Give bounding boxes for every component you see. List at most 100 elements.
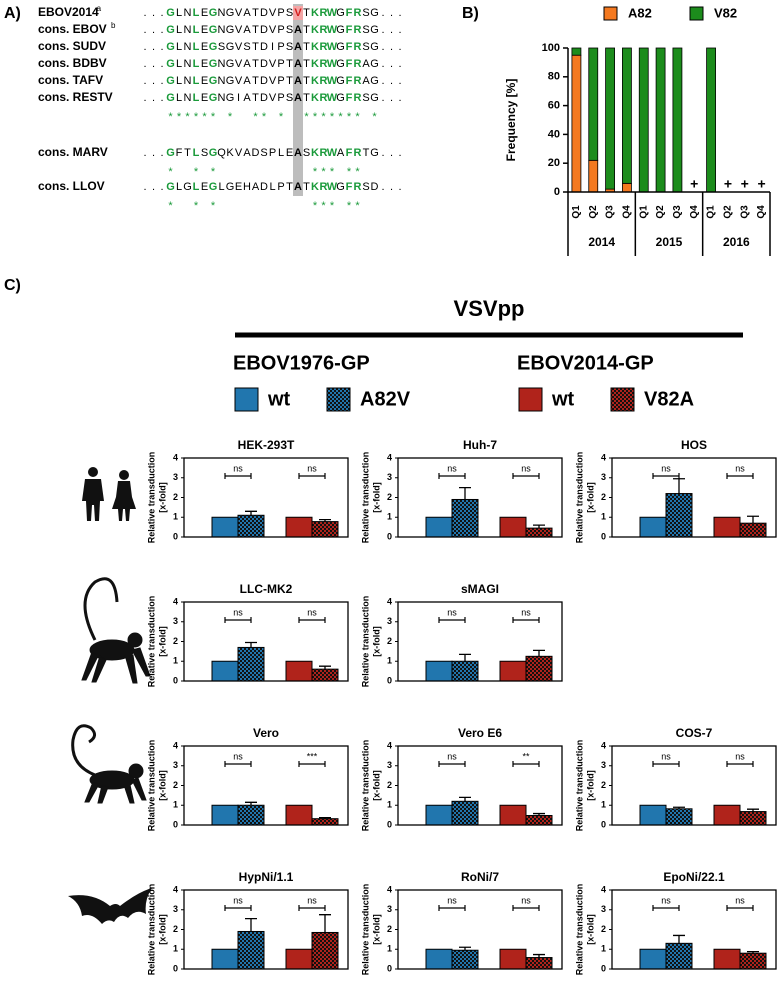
significance-label: ns [735, 463, 745, 473]
group-label: 2015 [656, 235, 683, 249]
error-bar [747, 515, 759, 524]
y-tick-label: 1 [387, 656, 392, 666]
bar [285, 516, 313, 538]
human-icon [82, 467, 136, 521]
significance-bracket [438, 905, 466, 911]
bar [713, 804, 741, 826]
x-tick-label: Q1 [571, 205, 582, 219]
significance-label: ns [661, 463, 671, 473]
bar [237, 804, 265, 826]
bar [713, 516, 741, 538]
legend-label: wt [551, 388, 575, 410]
significance-label: ns [307, 895, 317, 905]
y-tick-label: 20 [548, 157, 560, 169]
error-bar [319, 817, 331, 819]
bar [639, 804, 667, 826]
bar [499, 804, 527, 826]
error-bar [459, 796, 471, 802]
x-tick-label: Q1 [706, 205, 717, 219]
bar [639, 948, 667, 970]
plot-frame [183, 889, 349, 970]
y-tick-label: 0 [601, 819, 606, 829]
y-tick-label: 2 [173, 924, 178, 934]
y-tick-label: 2 [601, 924, 606, 934]
bar [211, 948, 239, 970]
bar [665, 808, 693, 826]
highlight-column [293, 4, 303, 196]
chart-title: HypNi/1.1 [239, 870, 294, 884]
bar-segment [622, 47, 632, 184]
significance-bracket [726, 761, 754, 767]
significance-label: ns [521, 895, 531, 905]
y-tick-label: 3 [387, 616, 392, 626]
significance-bracket [298, 761, 326, 767]
sequence: ... GLNLEGNGVATDVPTATKRWGFRAG... [143, 58, 401, 70]
bar [739, 522, 767, 538]
y-tick-label: 4 [173, 596, 178, 606]
bar [237, 514, 265, 538]
bar-segment [571, 54, 582, 193]
monkey-icon [81, 577, 151, 684]
y-tick-label: 2 [387, 924, 392, 934]
sequence-name: cons. SUDV [38, 39, 106, 53]
y-tick-label: 3 [601, 472, 606, 482]
y-tick-label: 4 [601, 452, 606, 462]
bar [451, 949, 479, 970]
y-tick-label: 3 [173, 472, 178, 482]
y-axis-label: Frequency [%] [504, 79, 518, 162]
bar-segment [605, 47, 615, 190]
y-tick-label: 1 [387, 800, 392, 810]
significance-label: ns [447, 895, 457, 905]
legend-swatch [234, 387, 259, 412]
bar [739, 952, 767, 970]
y-tick-label: 1 [173, 512, 178, 522]
y-tick-label: 1 [387, 944, 392, 954]
sequence-name: EBOV2014 [38, 5, 99, 19]
x-tick-label: Q4 [689, 205, 700, 219]
y-tick-label: 3 [173, 904, 178, 914]
plot-frame [397, 889, 563, 970]
x-tick-label: Q3 [605, 205, 616, 219]
bar [311, 818, 339, 826]
y-tick-label: 3 [601, 904, 606, 914]
y-tick-label: 3 [387, 760, 392, 770]
legend-swatch [326, 387, 351, 412]
y-tick-label: 100 [542, 42, 560, 54]
y-tick-label: 1 [387, 512, 392, 522]
plot-frame [611, 457, 777, 538]
bar-segment [638, 47, 649, 193]
error-bar [459, 486, 471, 500]
x-tick-label: Q2 [655, 205, 666, 219]
y-tick-label: 0 [387, 819, 392, 829]
significance-bracket [224, 473, 252, 479]
error-bar [747, 808, 759, 812]
bar [425, 804, 453, 826]
bar [451, 800, 479, 826]
y-tick-label: 1 [601, 512, 606, 522]
y-axis-label: Relative transduction [360, 596, 370, 688]
plot-frame [397, 601, 563, 682]
bar [665, 942, 693, 970]
sequence: ... GF T LSGQKVADSP L EASKRWAFRTG... [143, 147, 401, 159]
significance-label: ns [735, 751, 745, 761]
plot-frame [183, 457, 349, 538]
error-bar [673, 478, 685, 494]
y-tick-label: 2 [387, 780, 392, 790]
bat-icon [68, 888, 152, 924]
error-bar [245, 917, 257, 932]
significance-bracket [512, 473, 540, 479]
y-axis-label: Relative transduction [360, 452, 370, 544]
error-bar [533, 649, 545, 657]
sequence: ... GLNLEGNGVATDVPSVTKRWGFRSG... [143, 7, 401, 19]
no-data-marker: + [724, 176, 732, 192]
y-tick-label: 0 [173, 675, 178, 685]
bar [311, 521, 339, 538]
no-data-marker: + [741, 176, 749, 192]
y-tick-label: 2 [601, 780, 606, 790]
x-tick-label: Q4 [622, 205, 633, 219]
no-data-marker: + [757, 176, 765, 192]
bar [211, 516, 239, 538]
significance-bracket [224, 617, 252, 623]
plot-frame [183, 601, 349, 682]
significance-label: ns [307, 463, 317, 473]
